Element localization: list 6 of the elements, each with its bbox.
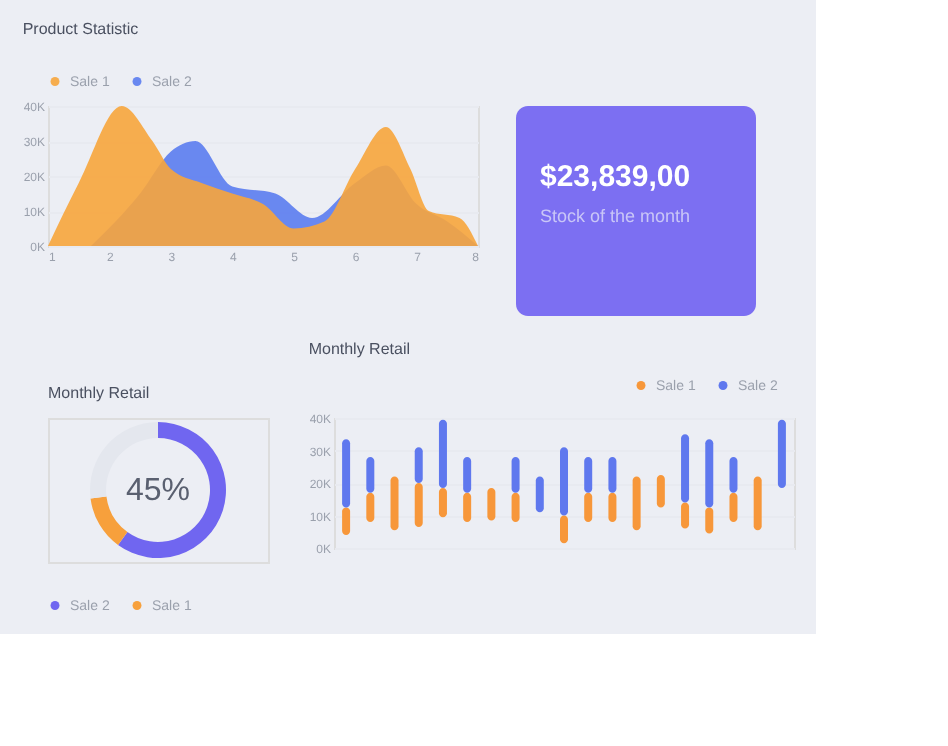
chart-title: Monthly Retail [308, 340, 411, 358]
chart-title: Product Statistic [22, 20, 139, 38]
text: 45% [125, 474, 191, 508]
text: Stock of the month [540, 206, 691, 226]
chart-title: Monthly Retail [48, 384, 150, 402]
text: $23,839,00 [540, 160, 691, 194]
